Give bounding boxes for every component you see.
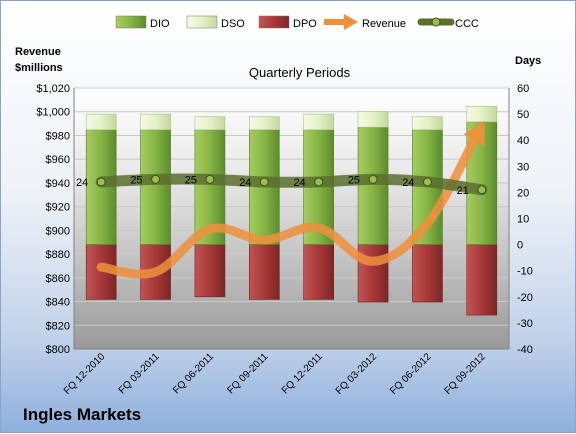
legend-label-dso: DSO [221,18,245,30]
ccc-marker [477,185,487,195]
bar-dpo [249,244,280,300]
left-tick-label: $840 [46,297,70,309]
ccc-marker [96,177,106,187]
legend-label-dpo: DPO [293,18,317,30]
right-tick-label: 60 [517,83,529,95]
left-tick-label: $960 [46,154,70,166]
left-tick-label: $1,020 [36,83,70,95]
ccc-data-label: 24 [76,177,88,189]
ccc-data-label: 24 [239,177,251,189]
legend-swatch-dio [115,15,147,29]
left-tick-label: $1,000 [36,107,70,119]
revenue-arrowhead [463,120,485,146]
bar-dso [303,113,334,131]
bar-dio [140,129,171,245]
company-name: Ingles Markets [23,405,142,424]
left-tick-label: $880 [46,249,70,261]
bar-dpo [303,244,334,300]
chart-title: Quarterly Periods [249,65,351,80]
bar-dpo [466,244,498,316]
ccc-marker [422,177,432,187]
category-label: FQ 09-2012 [442,351,488,397]
plot-area [74,88,509,349]
legend-label-dio: DIO [150,18,170,30]
legend-swatch-dso [186,15,218,29]
right-tick-label: -40 [517,344,533,356]
legend-label-ccc: CCC [455,18,479,30]
left-tick-label: $860 [46,273,70,285]
legend-swatch-dpo [258,15,290,29]
category-label: FQ 12-2010 [62,351,108,397]
bar-dso [85,113,117,131]
left-tick-label: $900 [46,225,70,237]
left-tick-label: $940 [46,178,70,190]
ccc-marker [259,177,269,187]
right-tick-label: 10 [517,214,529,226]
revenue-line [96,130,482,279]
ccc-marker [314,177,324,187]
bar-dso [249,116,280,131]
left-tick-label: $920 [46,202,70,214]
ccc-data-label: 24 [402,177,414,189]
ccc-data-label: 25 [348,174,360,186]
left-tick-label: $980 [46,130,70,142]
bar-dpo [194,244,226,298]
bar-dio [357,126,389,245]
legend-marker-ccc [431,17,441,27]
bar-dso [357,111,389,128]
bar-dso [140,113,171,131]
ccc-data-label: 21 [457,185,469,197]
bar-dpo [412,244,443,303]
left-tick-label: $800 [46,344,70,356]
right-tick-label: -10 [517,266,533,278]
ccc-marker [205,174,215,184]
bar-dso [412,116,443,131]
legend-arrow-revenue [344,14,358,30]
category-label: FQ 12-2011 [280,351,325,396]
bar-dpo [357,244,389,303]
bar-dso [194,116,226,131]
right-tick-label: 20 [517,187,529,199]
category-label: FQ 06-2011 [171,351,216,396]
right-tick-label: 40 [517,135,529,147]
ccc-data-label: 25 [185,174,197,186]
legend: DIO DSO DPO Revenue CCC [115,14,479,30]
bar-dso [466,105,498,123]
ccc-data-label: 24 [293,177,305,189]
right-tick-label: 0 [517,240,523,252]
category-label: FQ 03-2011 [117,351,162,396]
right-tick-label: 30 [517,161,529,173]
ccc-line [95,173,488,196]
left-axis-title-unit: $millions [15,62,63,74]
legend-label-revenue: Revenue [362,18,406,30]
right-axis-title: Days [515,55,541,67]
category-label: FQ 06-2012 [388,351,434,397]
category-label: FQ 03-2012 [334,351,380,397]
ccc-data-label: 25 [130,174,142,186]
category-label: FQ 09-2011 [225,351,270,396]
left-tick-label: $820 [46,320,70,332]
ccc-marker [368,174,378,184]
left-axis-title: Revenue [15,46,61,58]
ccc-marker [151,174,161,184]
right-tick-label: 50 [517,109,529,121]
right-tick-label: -20 [517,292,533,304]
right-tick-label: -30 [517,318,533,330]
